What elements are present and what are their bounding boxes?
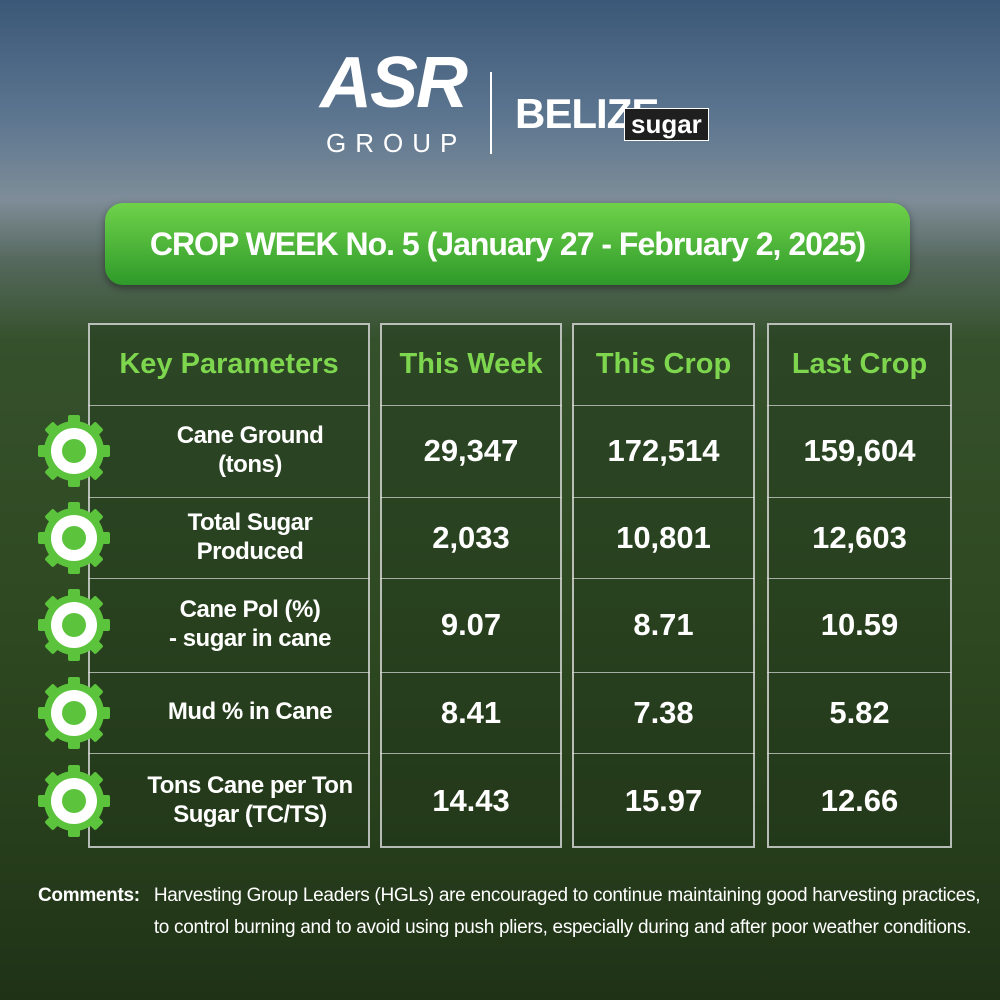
row-rule (88, 672, 370, 673)
banner-title: CROP WEEK No. 5 (January 27 - February 2… (105, 203, 910, 285)
table-value: 12.66 (820, 782, 899, 818)
row-label-line: Tons Cane per Ton (147, 771, 353, 799)
table-value: 15.97 (624, 782, 703, 818)
row-label-line: Produced (196, 537, 304, 565)
table-value: 29,347 (423, 433, 519, 468)
column-header: This Week (399, 347, 543, 380)
row-rule (88, 405, 370, 406)
row-label: Tons Cane per Ton Sugar (TC/TS) (130, 753, 370, 848)
table-value: 9.07 (440, 607, 502, 642)
row-label: Mud % in Cane (130, 672, 370, 753)
column-header: This Crop (595, 347, 732, 380)
row-icon (38, 415, 110, 487)
row-rule (572, 672, 755, 673)
row-label-line: Cane Pol (%) (179, 596, 321, 624)
row-rule (88, 753, 370, 754)
table-value: 12,603 (812, 519, 907, 555)
row-label-line: Mud % in Cane (167, 698, 333, 726)
row-label-line: Cane Ground (176, 422, 324, 450)
row-label-line: (tons) (218, 451, 282, 478)
row-rule (88, 578, 370, 579)
table-value: 10.59 (820, 607, 899, 642)
row-label-line: - sugar in cane (169, 625, 331, 652)
row-icon (38, 764, 110, 837)
row-rule (88, 497, 370, 498)
row-rule (572, 578, 755, 579)
row-rule (380, 497, 562, 498)
row-label: Cane Pol (%) - sugar in cane (130, 578, 370, 672)
table-column (572, 323, 755, 848)
row-rule (572, 405, 755, 406)
comments-label: Comments: (38, 885, 140, 906)
row-rule (380, 578, 562, 579)
logo-primary: ASR (320, 43, 468, 123)
row-label: Cane Ground (tons) (130, 405, 370, 497)
row-rule (572, 497, 755, 498)
table-column (380, 323, 562, 848)
table-value: 8.41 (440, 694, 502, 730)
table-value: 10,801 (616, 519, 711, 555)
column-header: Key Parameters (119, 347, 339, 380)
row-rule (380, 672, 562, 673)
row-rule (767, 578, 952, 579)
comments: Comments: Harvesting Group Leaders (HGLs… (38, 880, 988, 944)
table-value: 14.43 (432, 782, 510, 818)
row-label-line: Total Sugar (187, 508, 313, 536)
column-header: Last Crop (791, 347, 928, 380)
row-icon (38, 676, 110, 749)
table-value: 2,033 (432, 519, 510, 555)
row-rule (380, 753, 562, 754)
table-column (88, 323, 370, 848)
row-rule (767, 405, 952, 406)
row-rule (767, 672, 952, 673)
logo-primary-sub: GROUP (326, 128, 467, 158)
row-rule (767, 497, 952, 498)
row-icon (38, 501, 110, 574)
row-icon (38, 589, 110, 661)
row-rule (380, 405, 562, 406)
row-rule (572, 753, 755, 754)
logo-secondary-sub: sugar (624, 108, 709, 141)
table-value: 159,604 (803, 433, 916, 468)
logo-separator (490, 72, 492, 154)
table-value: 5.82 (829, 694, 890, 730)
comments-text: Harvesting Group Leaders (HGLs) are enco… (153, 885, 981, 938)
table-value: 7.38 (633, 694, 694, 730)
table-value: 172,514 (607, 433, 720, 468)
row-label-line: Sugar (TC/TS) (173, 800, 327, 828)
table-column (767, 323, 952, 848)
table-value: 8.71 (633, 607, 694, 642)
row-rule (767, 753, 952, 754)
row-label: Total Sugar Produced (130, 497, 370, 578)
